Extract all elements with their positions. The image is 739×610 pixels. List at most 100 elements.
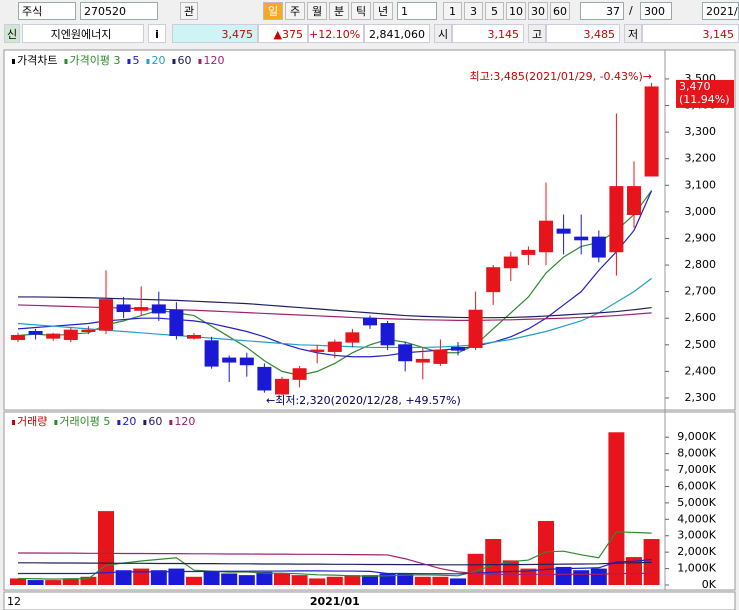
legend-swatch — [117, 420, 121, 425]
legend-label: 가격이평 3 — [69, 54, 120, 67]
y-tick-label: 3,000K — [677, 529, 716, 542]
minute-button[interactable]: 3 — [464, 2, 483, 20]
candle-body — [81, 329, 96, 333]
moving-average — [18, 561, 652, 566]
volume-bar — [80, 576, 97, 585]
legend-swatch — [12, 420, 15, 425]
volume-bar — [326, 576, 343, 585]
legend-swatch — [54, 420, 58, 425]
candle-body — [28, 331, 43, 335]
candle-body — [345, 332, 360, 343]
volume-bar — [450, 578, 466, 585]
code-input[interactable]: 270520 — [80, 2, 158, 20]
y-tick-label: 8,000K — [677, 447, 716, 460]
candle-body — [169, 309, 184, 336]
high: 3,485 — [546, 24, 620, 43]
legend-label: 20 — [122, 415, 136, 428]
open: 3,145 — [452, 24, 524, 43]
volume-bar — [133, 568, 150, 585]
y-tick-label: 2,000K — [677, 545, 716, 558]
volume-bar — [168, 568, 185, 585]
volume-bar — [555, 566, 572, 585]
candle-body — [398, 344, 413, 362]
period-button[interactable]: 분 — [329, 2, 349, 20]
count-input[interactable]: 37 — [580, 2, 624, 20]
change: ▲375 — [258, 24, 308, 43]
last-change: (11.94%) — [679, 93, 730, 106]
volume-bar — [27, 580, 44, 585]
period-button[interactable]: 월 — [307, 2, 327, 20]
date-input[interactable]: 2021/ — [702, 2, 739, 20]
slash: / — [629, 4, 633, 17]
volume-bar — [573, 570, 590, 585]
volume-bar — [256, 571, 273, 585]
candle-body — [539, 220, 553, 253]
candle-body — [380, 323, 395, 346]
total-input[interactable]: 300 — [640, 2, 672, 20]
legend-label: 거래이평 5 — [59, 415, 110, 428]
period-button[interactable]: 일 — [263, 2, 283, 20]
unit-select[interactable]: 1 — [397, 2, 437, 20]
volume-bar — [362, 575, 378, 585]
candle-body — [574, 236, 589, 241]
last-price: 3,470 — [679, 80, 711, 93]
info-button[interactable]: i — [148, 24, 166, 43]
high-label: 고 — [528, 24, 546, 43]
minute-button[interactable]: 30 — [528, 2, 548, 20]
y-tick-label: 4,000K — [677, 512, 716, 525]
legend-swatch — [64, 59, 68, 64]
legend-swatch — [172, 59, 176, 64]
period-button[interactable]: 년 — [373, 2, 393, 20]
candle-body — [627, 186, 641, 216]
legend-swatch — [198, 59, 202, 64]
volume-bar — [485, 539, 502, 585]
price: 3,475 — [172, 24, 258, 43]
volume-bar — [502, 560, 519, 585]
minute-button[interactable]: 10 — [506, 2, 526, 20]
volume-bar — [397, 573, 414, 585]
minute-button[interactable]: 60 — [550, 2, 570, 20]
legend-label: 거래량 — [17, 415, 47, 428]
period-button[interactable]: 주 — [285, 2, 305, 20]
volume-bar — [520, 568, 537, 585]
market-select[interactable]: 주식 — [18, 2, 76, 20]
volume-bar — [115, 570, 132, 585]
last-price-box — [676, 79, 734, 108]
y-tick-label: 2,300 — [685, 391, 717, 404]
candle-body — [11, 334, 25, 340]
watch-button[interactable]: 관 — [180, 2, 198, 20]
y-tick-label: 3,200 — [685, 152, 717, 165]
legend-swatch — [146, 59, 150, 64]
legend-swatch — [12, 59, 15, 64]
candle-body — [415, 358, 430, 363]
minute-button[interactable]: 5 — [485, 2, 504, 20]
candle-body — [327, 341, 342, 352]
y-tick-label: 5,000K — [677, 496, 716, 509]
volume-bar — [62, 578, 79, 585]
y-tick-label: 1,000K — [677, 562, 716, 575]
price-panel — [3, 49, 736, 411]
candle-body — [363, 317, 377, 326]
candle-body — [275, 378, 289, 395]
y-tick-label: 2,900 — [685, 231, 717, 244]
y-tick-label: 2,600 — [685, 311, 717, 324]
candle-body — [468, 309, 483, 348]
volume-bar — [98, 511, 114, 585]
volume-bar — [238, 575, 255, 585]
period-button[interactable]: 틱 — [351, 2, 371, 20]
moving-average — [17, 190, 653, 376]
y-tick-label: 3,300 — [685, 125, 717, 138]
minute-button[interactable]: 1 — [443, 2, 462, 20]
volume-bar — [344, 575, 361, 585]
volume-bar — [291, 575, 308, 585]
high-annotation: 최고:3,485(2021/01/29, -0.43%)→ — [469, 70, 652, 83]
candle-body — [187, 334, 201, 339]
y-tick-label: 9,000K — [677, 430, 716, 443]
y-tick-label: 6,000K — [677, 479, 716, 492]
candle-body — [556, 228, 571, 234]
x-tick-label: 2021/01 — [310, 595, 360, 608]
y-tick-label: 2,800 — [685, 258, 717, 271]
candle-body — [292, 368, 307, 380]
